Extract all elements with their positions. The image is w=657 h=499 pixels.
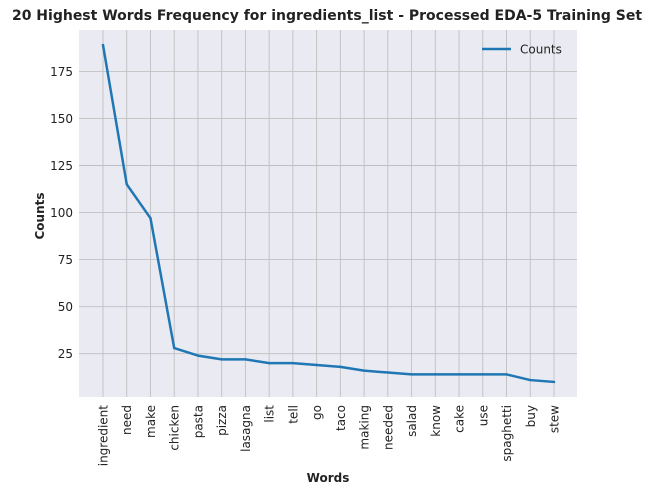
- data-point: [291, 361, 295, 365]
- x-tick-label: chicken: [168, 405, 182, 451]
- y-tick-label: 125: [50, 159, 73, 173]
- y-axis-ticks: 25 50 75 100 125 150 175: [50, 65, 73, 361]
- x-axis-ticks: ingredient need make chicken pasta pizza lasag…: [97, 405, 562, 467]
- x-tick-label: use: [476, 405, 490, 426]
- data-point: [457, 373, 461, 376]
- series-layer: [101, 43, 556, 384]
- y-tick-label: 25: [58, 347, 73, 361]
- x-tick-label: needed: [381, 405, 395, 450]
- x-tick-label: pizza: [215, 405, 229, 436]
- x-tick-label: ingredient: [97, 405, 111, 467]
- data-point: [149, 217, 152, 220]
- data-point: [173, 346, 176, 350]
- x-tick-label: taco: [334, 405, 348, 431]
- x-axis-label: Words: [307, 471, 350, 485]
- data-point: [267, 361, 271, 365]
- data-point: [125, 183, 128, 186]
- data-point: [552, 380, 556, 384]
- x-tick-label: go: [310, 405, 324, 420]
- chart-title: 20 Highest Words Frequency for ingredien…: [12, 8, 642, 24]
- x-tick-label: make: [144, 405, 158, 438]
- data-point: [529, 378, 532, 382]
- data-point: [339, 365, 342, 369]
- x-tick-label: cake: [453, 405, 467, 433]
- x-tick-label: need: [120, 405, 134, 435]
- data-point: [362, 369, 366, 372]
- x-tick-label: buy: [524, 405, 538, 427]
- grid-lines: [79, 30, 577, 397]
- data-point: [220, 358, 223, 361]
- x-tick-label: making: [358, 405, 372, 450]
- data-point: [434, 373, 437, 376]
- legend-label-counts: Counts: [520, 43, 562, 57]
- series-line-counts: [101, 43, 556, 384]
- plot-area: [79, 30, 577, 397]
- data-point: [481, 373, 484, 376]
- x-tick-label: stew: [548, 405, 562, 433]
- data-point: [101, 43, 105, 47]
- y-tick-label: 175: [50, 65, 73, 79]
- x-tick-label: salad: [405, 405, 419, 437]
- x-tick-label: list: [263, 405, 277, 423]
- x-tick-label: spaghetti: [500, 405, 514, 462]
- y-axis-label: Counts: [33, 192, 47, 239]
- x-tick-label: know: [429, 405, 443, 437]
- data-point: [196, 354, 200, 357]
- data-point: [386, 371, 390, 374]
- data-point: [315, 363, 318, 367]
- x-tick-label: lasagna: [239, 405, 253, 452]
- data-point: [505, 373, 508, 376]
- data-point: [410, 373, 413, 376]
- x-tick-label: tell: [286, 405, 300, 424]
- y-tick-label: 75: [58, 253, 73, 267]
- data-point: [244, 358, 247, 361]
- y-tick-label: 100: [50, 206, 73, 220]
- y-tick-label: 50: [58, 300, 73, 314]
- x-tick-label: pasta: [191, 405, 205, 438]
- y-tick-label: 150: [50, 112, 73, 126]
- legend: Counts: [482, 43, 562, 57]
